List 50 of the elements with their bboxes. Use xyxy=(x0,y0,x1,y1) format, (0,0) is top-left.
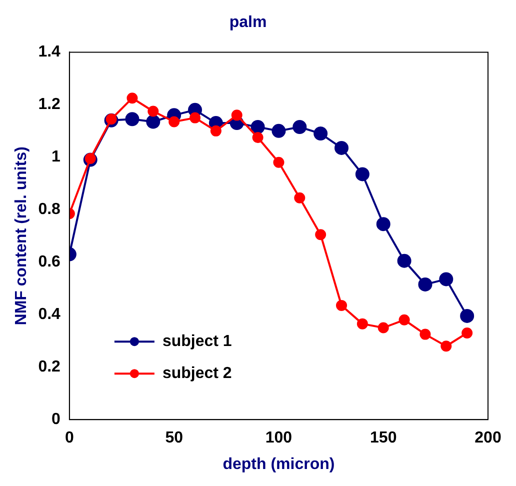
x-tick-label: 50 xyxy=(165,430,184,447)
point xyxy=(356,318,368,330)
point xyxy=(397,254,412,268)
x-tick-label: 200 xyxy=(474,430,502,447)
point xyxy=(168,116,180,128)
x-tick-label: 0 xyxy=(64,430,74,447)
point xyxy=(231,110,242,121)
x-axis-title: depth (micron) xyxy=(222,456,335,473)
point xyxy=(292,120,307,134)
point xyxy=(336,300,348,311)
point xyxy=(440,340,452,352)
y-tick-label: 1.4 xyxy=(38,44,61,61)
y-axis-title: NMF content (rel. units) xyxy=(13,146,30,326)
point xyxy=(272,124,286,138)
point xyxy=(125,112,140,126)
point xyxy=(355,167,370,182)
point xyxy=(84,152,96,164)
y-tick-label: 0 xyxy=(52,411,61,428)
point xyxy=(148,106,159,117)
x-tick-label: 150 xyxy=(370,430,397,447)
point xyxy=(190,112,201,124)
y-tick-label: 0.4 xyxy=(38,306,61,324)
chart-title: palm xyxy=(229,14,267,32)
legend-label: subject 1 xyxy=(162,333,232,350)
point xyxy=(334,140,349,155)
point xyxy=(250,120,265,134)
point xyxy=(439,272,454,286)
point xyxy=(315,229,326,240)
point xyxy=(146,114,160,129)
point xyxy=(252,132,264,143)
y-tick-label: 0.8 xyxy=(38,201,61,218)
point xyxy=(314,126,328,141)
y-tick-label: 0.2 xyxy=(38,358,61,376)
point xyxy=(398,314,410,326)
point xyxy=(126,92,138,104)
legend-label: subject 2 xyxy=(162,365,232,382)
y-tick-label: 1.2 xyxy=(38,96,61,114)
point xyxy=(462,328,473,338)
y-tick-label: 1 xyxy=(52,148,61,166)
point xyxy=(420,328,431,340)
y-tick-label: 0.6 xyxy=(38,254,61,271)
point xyxy=(210,125,222,136)
point xyxy=(294,192,306,204)
point xyxy=(378,322,389,334)
point xyxy=(460,308,474,323)
point xyxy=(106,114,117,125)
x-tick-label: 100 xyxy=(265,430,292,447)
point xyxy=(376,217,390,232)
point xyxy=(418,277,432,292)
point xyxy=(273,156,284,168)
